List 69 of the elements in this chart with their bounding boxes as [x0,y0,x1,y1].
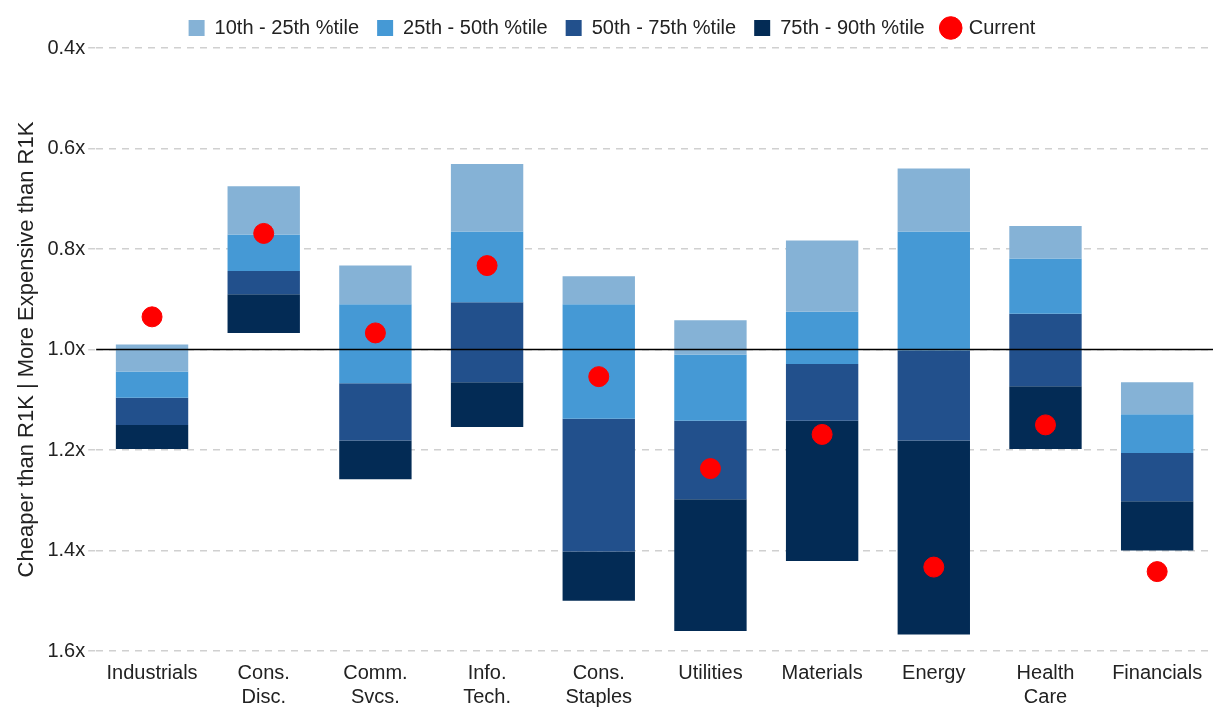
x-tick-label: Materials [781,660,863,683]
bar [785,420,859,562]
bar [1009,225,1082,259]
bar [115,371,189,398]
bar [450,302,524,383]
bar [897,350,970,441]
bar [674,354,747,421]
point [141,306,163,328]
x-tick-label: Comm. Svcs. [343,660,408,707]
bar [339,440,412,480]
point [811,423,833,445]
y-tick-label: 0.4x [47,35,86,58]
bar [562,276,635,305]
bar [1009,313,1082,387]
point [253,222,275,244]
x-tick-label: Cons. Staples [565,660,633,707]
bar [450,164,524,232]
legend-label: 50th - 75th %tile [591,15,737,38]
point [1146,561,1168,583]
y-tick-label: 1.2x [47,437,86,460]
legend-label: 10th - 25th %tile [214,15,360,38]
x-tick-label: Health Care [1016,660,1075,707]
bar [450,382,524,427]
bar [674,499,747,631]
x-tick-label: Info. Tech. [463,660,511,707]
y-tick-label: 1.4x [47,538,86,561]
bar [897,168,970,232]
bar [785,364,859,421]
bar [450,231,524,303]
bar [1009,386,1082,449]
x-tick-label: Industrials [106,660,198,683]
bar [227,271,300,295]
bar [1120,414,1194,454]
bar [227,234,300,272]
bar [115,397,189,425]
bar [674,420,747,500]
x-tick-label: Financials [1112,660,1203,683]
bar [339,265,412,305]
bar [115,424,189,449]
bar [1009,258,1082,314]
bar [1120,501,1194,551]
bar [115,344,189,372]
y-tick-label: 1.6x [47,638,86,661]
legend-label: Current [968,15,1036,38]
y-tick-label: 0.8x [47,236,86,259]
bar [339,304,412,384]
bar [785,311,859,365]
bar [562,304,635,419]
bar [227,186,300,235]
x-tick-label: Cons. Disc. [237,660,290,707]
bar [562,551,635,601]
bar [339,383,412,441]
point [923,556,945,578]
bar [562,418,635,552]
x-tick-label: Utilities [678,660,743,683]
bar [897,231,970,351]
bar [227,294,300,333]
x-tick-label: Energy [902,660,966,683]
bar [1120,382,1194,415]
y-tick-label: 1.0x [47,337,86,360]
point [588,366,610,388]
legend-label: 25th - 50th %tile [403,15,548,38]
bar [785,240,859,312]
bar [1120,453,1194,502]
y-axis-title: Cheaper than R1K | More Expensive than R1K [13,121,39,578]
bar [897,440,970,635]
legend-label: 75th - 90th %tile [780,15,925,38]
bar [674,320,747,355]
y-tick-label: 0.6x [47,136,86,159]
